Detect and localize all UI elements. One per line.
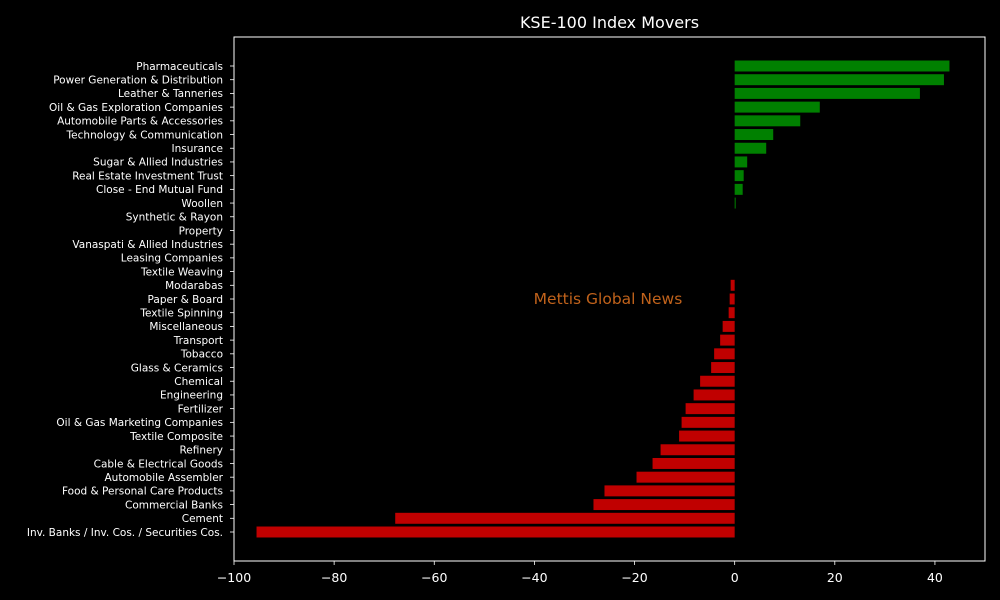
category-label: Paper & Board (148, 294, 223, 306)
bar (660, 444, 735, 456)
category-label: Commercial Banks (125, 499, 223, 511)
bar (734, 129, 774, 141)
bar (734, 142, 767, 154)
x-tick-label: 20 (827, 570, 843, 585)
category-label: Power Generation & Distribution (53, 75, 223, 87)
x-tick-label: −80 (321, 570, 347, 585)
category-label: Modarabas (165, 280, 223, 292)
bar (604, 485, 735, 497)
bar (593, 499, 735, 511)
bar (652, 457, 735, 469)
bar (256, 526, 735, 538)
bar (734, 170, 744, 182)
bar (679, 430, 735, 442)
x-tick-label: 0 (731, 570, 739, 585)
bar (734, 74, 944, 86)
bar (734, 60, 950, 72)
category-label: Cable & Electrical Goods (94, 458, 223, 470)
category-labels: Pharmaceuticals Power Generation & Distri… (27, 61, 234, 539)
category-label: Inv. Banks / Inv. Cos. / Securities Cos. (27, 527, 223, 539)
bar (729, 293, 735, 305)
category-label: Leather & Tanneries (118, 88, 223, 100)
category-label: Sugar & Allied Industries (93, 157, 223, 169)
x-tick-label: −40 (521, 570, 547, 585)
bar (714, 348, 735, 360)
category-label: Refinery (179, 445, 223, 457)
x-tick-label: 40 (927, 570, 943, 585)
x-tick-label: −60 (421, 570, 447, 585)
category-label: Close - End Mutual Fund (96, 184, 223, 196)
category-label: Technology & Communication (66, 129, 223, 141)
bar (700, 375, 735, 387)
bar (681, 416, 735, 428)
category-label: Glass & Ceramics (131, 362, 223, 374)
category-label: Engineering (160, 390, 223, 402)
category-label: Automobile Parts & Accessories (57, 116, 223, 128)
bar (734, 101, 820, 113)
bar (720, 334, 735, 346)
category-label: Leasing Companies (121, 253, 223, 265)
bar (734, 156, 748, 168)
category-label: Pharmaceuticals (136, 61, 223, 73)
bar (734, 197, 736, 209)
plot-frame (233, 36, 986, 562)
category-label: Cement (182, 513, 223, 525)
category-label: Synthetic & Rayon (126, 212, 223, 224)
bar (734, 115, 801, 127)
bar (734, 87, 920, 99)
category-label: Tobacco (180, 349, 223, 361)
bar (722, 320, 735, 332)
x-tick-label: −20 (621, 570, 647, 585)
category-label: Vanaspati & Allied Industries (72, 239, 223, 251)
bar (734, 183, 743, 195)
category-label: Real Estate Investment Trust (72, 170, 223, 182)
category-label: Automobile Assembler (105, 472, 224, 484)
bar (730, 279, 735, 291)
category-label: Food & Personal Care Products (62, 486, 223, 498)
category-label: Miscellaneous (149, 321, 223, 333)
x-axis-ticks: −100 −80 −60 −40 −20 0 20 40 (217, 561, 943, 585)
category-label: Property (179, 225, 223, 237)
category-label: Woollen (181, 198, 223, 210)
category-label: Insurance (171, 143, 223, 155)
category-label: Fertilizer (178, 403, 224, 415)
bars-layer (256, 60, 950, 538)
bar (685, 403, 735, 415)
category-label: Oil & Gas Marketing Companies (56, 417, 223, 429)
category-label: Textile Composite (129, 431, 223, 443)
category-label: Textile Spinning (139, 308, 223, 320)
bar (636, 471, 735, 483)
watermark-text: Mettis Global News (534, 290, 683, 308)
chart-title: KSE-100 Index Movers (519, 13, 700, 32)
bar (693, 389, 735, 401)
category-label: Oil & Gas Exploration Companies (49, 102, 223, 114)
category-label: Chemical (174, 376, 223, 388)
bar (395, 512, 735, 524)
bar (711, 362, 735, 374)
x-tick-label: −100 (217, 570, 251, 585)
category-label: Transport (173, 335, 223, 347)
bar (728, 307, 735, 319)
category-label: Textile Weaving (140, 266, 223, 278)
